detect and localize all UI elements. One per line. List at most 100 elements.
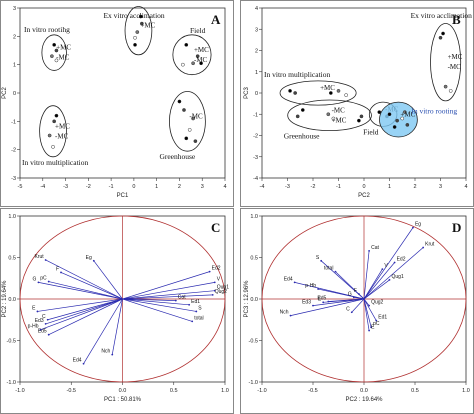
- loading-point: [368, 329, 370, 332]
- loading-vector: [60, 272, 123, 300]
- loading-vector: [122, 298, 197, 312]
- point-label: +MC: [55, 122, 70, 130]
- y-tick-label: -2: [253, 134, 258, 140]
- loading-vector: [93, 260, 123, 300]
- loading-label: Qug1: [392, 274, 404, 280]
- loading-label: S: [316, 255, 320, 261]
- loading-vector: [83, 298, 123, 364]
- data-point: [51, 144, 55, 149]
- x-tick-label: 0.0: [119, 388, 127, 394]
- loading-point: [44, 323, 47, 325]
- y-tick-label: 1.0: [250, 214, 258, 220]
- data-point: [288, 89, 292, 93]
- loading-label: p-Hb: [28, 324, 39, 330]
- x-tick-label: 0.5: [170, 388, 178, 394]
- loading-label: Eg: [415, 222, 421, 228]
- y-axis-label: PC2: [2, 87, 8, 99]
- data-point: [54, 48, 59, 53]
- data-point: [405, 123, 410, 127]
- y-tick-label: -3: [253, 155, 258, 161]
- x-tick-label: 0: [362, 184, 365, 190]
- loading-vector: [312, 298, 365, 306]
- x-axis-label: PC1: [117, 193, 129, 199]
- loading-point: [312, 304, 314, 307]
- x-tick-label: -5: [18, 184, 23, 190]
- group-label: In vitro multiplication: [22, 158, 88, 167]
- x-tick-label: -0.5: [308, 388, 317, 394]
- panel-letter: C: [211, 220, 220, 235]
- x-axis-label: PC2 : 19.64%: [345, 397, 383, 403]
- group-label: Field: [363, 127, 379, 136]
- y-axis-label: PC3: [244, 87, 250, 99]
- group-ellipse: [124, 6, 153, 56]
- data-point: [50, 54, 54, 59]
- data-point: [177, 99, 182, 104]
- x-axis-label: PC2: [358, 193, 370, 199]
- x-tick-label: -1.0: [15, 388, 24, 394]
- data-point: [47, 133, 52, 138]
- loading-label: G: [348, 291, 352, 297]
- panel-d: -1.0 -0.5 0.0 0.5 1.0 1.0 0.5 0.0 -0.5 -1.0 PC2 : …: [244, 214, 470, 403]
- point-label: +MC: [448, 53, 463, 61]
- loading-vector: [48, 298, 123, 336]
- loading-point: [213, 281, 216, 284]
- y-axis-label: PC3 : 12.96%: [244, 280, 250, 318]
- data-point: [448, 89, 453, 93]
- x-tick-label: -2: [311, 184, 316, 190]
- loading-point: [36, 310, 39, 313]
- loading-point: [47, 333, 50, 336]
- loading-label: Ed4: [73, 358, 82, 364]
- loading-label: total: [324, 266, 333, 272]
- data-point: [133, 42, 137, 47]
- loading-point: [317, 288, 319, 290]
- group-label: Field: [190, 26, 206, 35]
- data-point: [300, 108, 305, 112]
- point-label: +MC: [400, 111, 415, 119]
- data-point: [402, 110, 407, 114]
- loading-vector: [122, 271, 210, 300]
- y-tick-label: 0.0: [250, 297, 258, 303]
- panel-letter: D: [452, 220, 461, 235]
- point-label: -MC: [189, 112, 203, 120]
- loading-label: Qug2: [215, 289, 227, 295]
- loading-point: [370, 326, 373, 329]
- data-point: [181, 62, 185, 67]
- data-point: [193, 139, 198, 144]
- x-tick-label: -1.0: [257, 388, 266, 394]
- loading-point: [174, 299, 177, 302]
- y-tick-label: -0.5: [249, 339, 258, 345]
- x-tick-label: 4: [464, 184, 467, 190]
- point-label: -MC: [332, 106, 346, 114]
- loading-point: [46, 318, 49, 321]
- y-tick-label: 0.0: [8, 297, 16, 303]
- loading-label: Ed2: [212, 266, 221, 272]
- x-tick-label: 0.0: [360, 388, 368, 394]
- loading-label: C: [346, 306, 350, 312]
- y-tick-label: -4: [253, 176, 258, 182]
- loading-label: Krut: [34, 254, 44, 260]
- loading-vector: [38, 282, 123, 300]
- data-point: [359, 114, 364, 119]
- panel-c: -1.0 -0.5 0.0 0.5 1.0 1.0 0.5 0.0 -0.5 -1.0 PC1 : …: [2, 214, 229, 403]
- loading-point: [188, 303, 191, 306]
- point-label: -MC: [55, 132, 69, 140]
- data-point: [54, 58, 59, 63]
- data-point: [191, 116, 195, 121]
- loading-point: [368, 249, 370, 252]
- y-tick-label: -2: [11, 148, 16, 154]
- loading-point: [293, 281, 296, 284]
- loading-vector: [328, 298, 365, 302]
- data-point: [52, 119, 57, 124]
- loading-label: Nch: [280, 310, 289, 316]
- loading-vector: [318, 288, 365, 300]
- group-label: Greenhouse: [284, 132, 320, 141]
- x-tick-label: -4: [260, 184, 265, 190]
- data-point: [329, 91, 333, 95]
- data-point: [54, 113, 59, 118]
- y-tick-label: 2: [13, 34, 16, 40]
- x-tick-label: 0.5: [411, 388, 419, 394]
- x-tick-label: 4: [223, 184, 226, 190]
- data-point: [336, 89, 341, 93]
- data-point: [187, 127, 192, 132]
